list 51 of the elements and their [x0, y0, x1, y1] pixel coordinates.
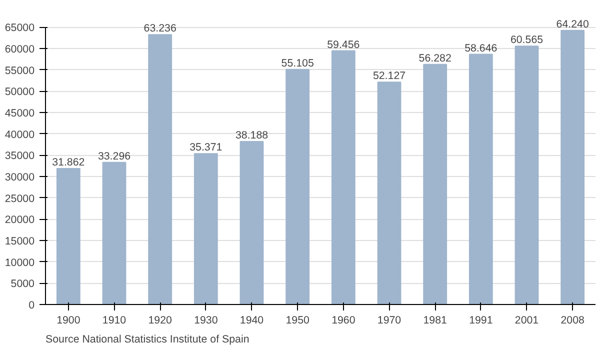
bar: [377, 82, 402, 304]
y-tick-label: 60000: [4, 43, 35, 56]
data-label: 56.282: [418, 52, 452, 64]
x-tick-label: 2001: [514, 314, 539, 326]
y-tick-label: 45000: [4, 107, 35, 120]
source-note: Source National Statistics Institute of Spain: [46, 334, 250, 346]
x-tick-label: 2008: [560, 314, 585, 326]
y-tick-label: 15000: [4, 235, 35, 248]
bar: [102, 162, 126, 304]
x-tick-label: 1960: [332, 314, 356, 326]
bar: [286, 68, 310, 304]
data-label: 35.371: [190, 142, 222, 154]
y-tick-label: 65000: [4, 22, 35, 34]
y-tick-label: 25000: [4, 192, 35, 205]
x-tick-label: 1940: [240, 314, 264, 326]
x-tick-label: 1910: [102, 314, 126, 326]
data-label: 33.296: [98, 150, 131, 162]
bar: [331, 50, 356, 304]
x-tick-label: 1930: [194, 314, 218, 326]
data-label: 55.105: [281, 57, 314, 70]
data-label: 58.646: [464, 42, 498, 54]
data-label: 38.188: [235, 130, 268, 142]
data-label: 59.456: [327, 38, 360, 51]
y-tick-label: 55000: [4, 64, 35, 77]
bar: [56, 168, 80, 304]
y-tick-label: 10000: [4, 256, 35, 269]
x-tick-label: 1920: [148, 314, 172, 326]
y-tick-label: 5000: [10, 278, 35, 290]
y-tick-label: 40000: [4, 128, 35, 141]
y-tick-label: 50000: [4, 86, 35, 98]
x-tick-label: 1900: [56, 314, 80, 326]
x-tick-label: 1981: [423, 314, 448, 326]
y-tick-label: 35000: [4, 150, 35, 162]
bar: [514, 46, 539, 304]
y-tick-label: 0: [28, 300, 35, 312]
bar: [148, 34, 172, 304]
data-label: 60.565: [510, 34, 544, 46]
bar: [423, 64, 448, 304]
x-tick-label: 1950: [286, 314, 310, 326]
x-tick-label: 1970: [377, 314, 402, 326]
bar: [468, 54, 493, 304]
y-tick-label: 20000: [4, 214, 35, 226]
bar: [240, 141, 264, 304]
x-tick-label: 1991: [469, 314, 493, 326]
data-label: 52.127: [372, 70, 406, 82]
bar: [194, 153, 218, 304]
data-label: 31.862: [52, 156, 85, 169]
data-label: 64.240: [556, 18, 589, 30]
y-tick-label: 30000: [4, 171, 35, 184]
data-label: 63.236: [144, 22, 176, 35]
bar: [560, 30, 585, 304]
